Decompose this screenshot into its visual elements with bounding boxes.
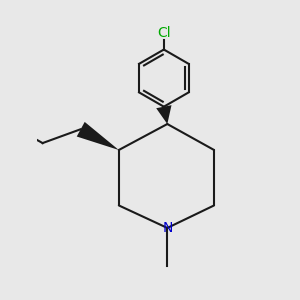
Text: N: N (162, 221, 172, 235)
Polygon shape (77, 122, 119, 150)
Polygon shape (156, 105, 172, 124)
Text: Cl: Cl (157, 26, 171, 40)
